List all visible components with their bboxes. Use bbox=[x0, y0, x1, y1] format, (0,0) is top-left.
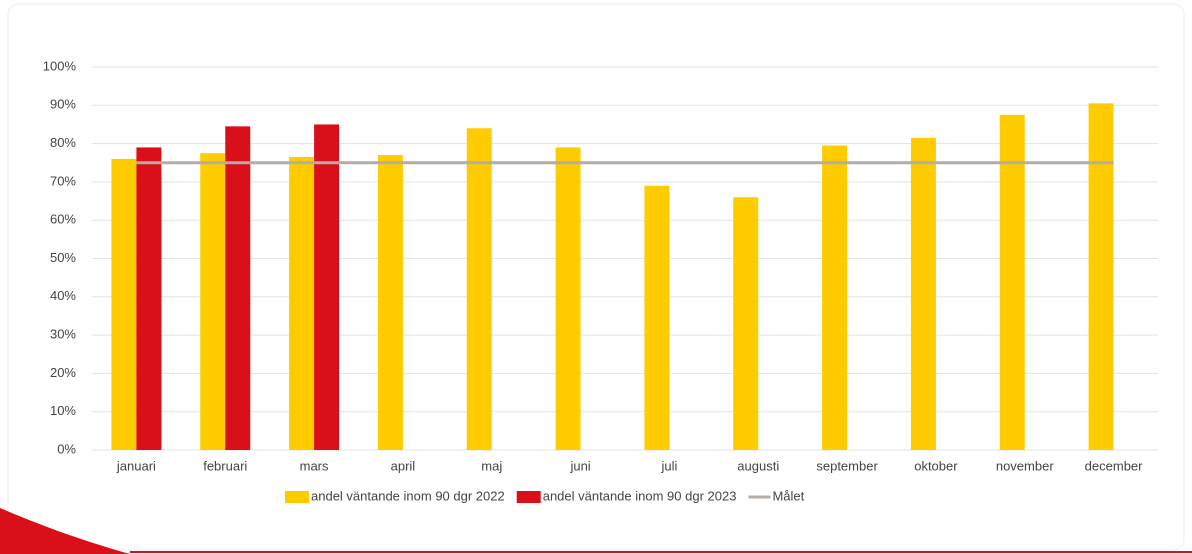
bar bbox=[910, 137, 936, 451]
x-tick-label: juni bbox=[569, 458, 590, 473]
x-tick-label: november bbox=[996, 458, 1054, 473]
legend-swatch bbox=[516, 491, 541, 503]
legend-label: andel väntande inom 90 dgr 2022 bbox=[311, 488, 505, 503]
bar bbox=[111, 158, 137, 451]
bar bbox=[289, 157, 315, 450]
y-tick-label: 40% bbox=[50, 288, 76, 303]
y-tick-label: 90% bbox=[50, 97, 76, 112]
y-tick-label: 80% bbox=[50, 135, 76, 150]
bar bbox=[136, 147, 162, 450]
y-tick-label: 10% bbox=[50, 403, 76, 418]
x-tick-label: juli bbox=[660, 458, 677, 473]
x-tick-label: april bbox=[391, 458, 416, 473]
y-tick-label: 30% bbox=[50, 327, 76, 342]
y-tick-label: 50% bbox=[50, 250, 76, 265]
x-tick-label: februari bbox=[203, 458, 247, 473]
y-tick-label: 20% bbox=[50, 365, 76, 380]
y-tick-label: 70% bbox=[50, 173, 76, 188]
bar bbox=[999, 114, 1025, 450]
y-tick-label: 0% bbox=[57, 441, 76, 456]
bar bbox=[822, 145, 848, 450]
bar bbox=[200, 153, 226, 451]
decor-swoosh bbox=[0, 508, 130, 554]
legend-label: andel väntande inom 90 dgr 2023 bbox=[543, 488, 737, 503]
x-tick-label: september bbox=[816, 458, 878, 473]
legend-swatch bbox=[285, 491, 309, 503]
y-tick-label: 60% bbox=[50, 212, 76, 227]
bar bbox=[644, 185, 670, 451]
y-tick-label: 100% bbox=[43, 58, 77, 73]
x-tick-label: maj bbox=[481, 458, 502, 473]
bar bbox=[225, 126, 251, 451]
bar bbox=[377, 155, 403, 450]
x-tick-label: augusti bbox=[737, 458, 779, 473]
x-tick-label: december bbox=[1085, 458, 1143, 473]
bar bbox=[1088, 103, 1114, 450]
legend-label: Målet bbox=[772, 488, 804, 503]
bar bbox=[733, 197, 759, 450]
x-tick-label: oktober bbox=[914, 458, 958, 473]
x-tick-label: mars bbox=[300, 458, 329, 473]
bar bbox=[466, 128, 492, 450]
bar bbox=[555, 147, 581, 450]
bar bbox=[314, 124, 340, 450]
x-tick-label: januari bbox=[116, 458, 156, 473]
